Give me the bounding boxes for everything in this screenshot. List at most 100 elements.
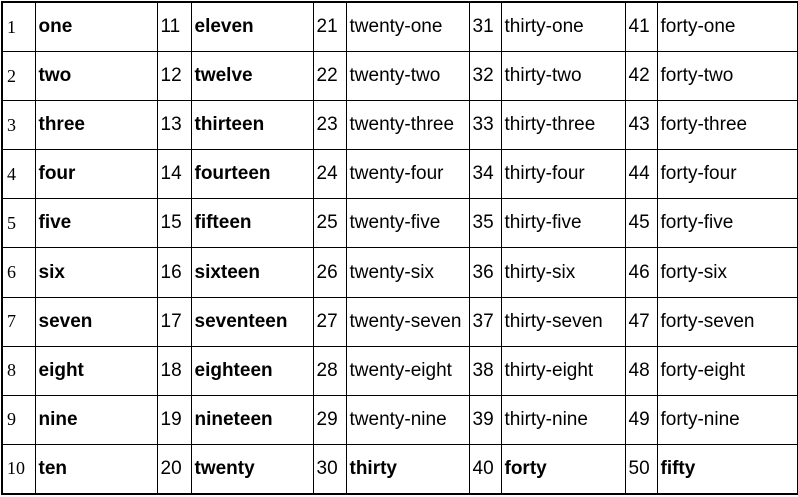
number-cell: 22 <box>312 51 347 102</box>
word-cell: five <box>34 198 158 249</box>
number-cell: 1 <box>1 1 36 53</box>
number-cell: 38 <box>468 345 502 396</box>
number-cell: 27 <box>312 296 347 347</box>
word-cell: twelve <box>190 51 314 102</box>
number-cell: 9 <box>1 394 36 445</box>
table-row: 3 three 13 thirteen 23 twenty-three 33 thirty-t… <box>1 100 798 151</box>
word-cell: forty-two <box>656 51 798 102</box>
word-cell: forty-three <box>656 100 798 151</box>
word-cell: forty-nine <box>656 394 798 445</box>
number-cell: 16 <box>156 247 192 298</box>
number-cell: 14 <box>156 149 192 200</box>
word-cell: thirty-seven <box>500 296 626 347</box>
number-cell: 13 <box>156 100 192 151</box>
word-cell: twenty-three <box>345 100 470 151</box>
number-cell: 47 <box>624 296 658 347</box>
number-cell: 8 <box>1 345 36 396</box>
word-cell: thirty-six <box>500 247 626 298</box>
number-cell: 3 <box>1 100 36 151</box>
number-cell: 37 <box>468 296 502 347</box>
word-cell: four <box>34 149 158 200</box>
word-cell: eight <box>34 345 158 396</box>
word-cell: twenty <box>190 443 314 495</box>
number-cell: 5 <box>1 198 36 249</box>
number-cell: 40 <box>468 443 502 495</box>
number-cell: 18 <box>156 345 192 396</box>
number-cell: 21 <box>312 1 347 53</box>
word-cell: nine <box>34 394 158 445</box>
word-cell: thirty-three <box>500 100 626 151</box>
number-cell: 34 <box>468 149 502 200</box>
word-cell: thirteen <box>190 100 314 151</box>
number-cell: 23 <box>312 100 347 151</box>
number-cell: 4 <box>1 149 36 200</box>
number-cell: 29 <box>312 394 347 445</box>
number-cell: 35 <box>468 198 502 249</box>
word-cell: twenty-nine <box>345 394 470 445</box>
word-cell: thirty-four <box>500 149 626 200</box>
number-cell: 20 <box>156 443 192 495</box>
word-cell: eighteen <box>190 345 314 396</box>
word-cell: one <box>34 1 158 53</box>
number-cell: 33 <box>468 100 502 151</box>
word-cell: twenty-eight <box>345 345 470 396</box>
word-cell: fourteen <box>190 149 314 200</box>
word-cell: twenty-seven <box>345 296 470 347</box>
number-cell: 43 <box>624 100 658 151</box>
word-cell: thirty-five <box>500 198 626 249</box>
number-cell: 36 <box>468 247 502 298</box>
number-cell: 45 <box>624 198 658 249</box>
word-cell: thirty <box>345 443 470 495</box>
word-cell: fifteen <box>190 198 314 249</box>
number-cell: 10 <box>1 443 36 495</box>
table-row: 8 eight 18 eighteen 28 twenty-eight 38 thirty-e… <box>1 345 798 396</box>
word-cell: twenty-one <box>345 1 470 53</box>
word-cell: fifty <box>656 443 798 495</box>
word-cell: two <box>34 51 158 102</box>
word-cell: forty-five <box>656 198 798 249</box>
word-cell: seven <box>34 296 158 347</box>
word-cell: thirty-two <box>500 51 626 102</box>
word-cell: thirty-eight <box>500 345 626 396</box>
word-cell: ten <box>34 443 158 495</box>
word-cell: forty-seven <box>656 296 798 347</box>
number-cell: 42 <box>624 51 658 102</box>
table-row: 4 four 14 fourteen 24 twenty-four 34 thirty-fou… <box>1 149 798 200</box>
number-cell: 2 <box>1 51 36 102</box>
number-cell: 28 <box>312 345 347 396</box>
table-row: 5 five 15 fifteen 25 twenty-five 35 thirty-five… <box>1 198 798 249</box>
word-cell: twenty-six <box>345 247 470 298</box>
word-cell: six <box>34 247 158 298</box>
word-cell: seventeen <box>190 296 314 347</box>
table-row: 10 ten 20 twenty 30 thirty 40 forty 50 fifty <box>1 443 798 495</box>
number-cell: 39 <box>468 394 502 445</box>
number-cell: 11 <box>156 1 192 53</box>
number-cell: 19 <box>156 394 192 445</box>
word-cell: sixteen <box>190 247 314 298</box>
number-cell: 50 <box>624 443 658 495</box>
number-cell: 7 <box>1 296 36 347</box>
number-cell: 30 <box>312 443 347 495</box>
word-cell: forty <box>500 443 626 495</box>
word-cell: nineteen <box>190 394 314 445</box>
number-cell: 32 <box>468 51 502 102</box>
number-cell: 26 <box>312 247 347 298</box>
number-cell: 41 <box>624 1 658 53</box>
word-cell: forty-four <box>656 149 798 200</box>
word-cell: forty-eight <box>656 345 798 396</box>
table-row: 1 one 11 eleven 21 twenty-one 31 thirty-one 41 fo… <box>1 1 798 53</box>
table-row: 9 nine 19 nineteen 29 twenty-nine 39 thirty-nin… <box>1 394 798 445</box>
number-cell: 17 <box>156 296 192 347</box>
number-cell: 48 <box>624 345 658 396</box>
number-cell: 15 <box>156 198 192 249</box>
number-cell: 31 <box>468 1 502 53</box>
table-row: 2 two 12 twelve 22 twenty-two 32 thirty-two 42 fo… <box>1 51 798 102</box>
number-cell: 24 <box>312 149 347 200</box>
word-cell: twenty-five <box>345 198 470 249</box>
number-cell: 46 <box>624 247 658 298</box>
word-cell: forty-one <box>656 1 798 53</box>
table-row: 6 six 16 sixteen 26 twenty-six 36 thirty-six 46 f… <box>1 247 798 298</box>
